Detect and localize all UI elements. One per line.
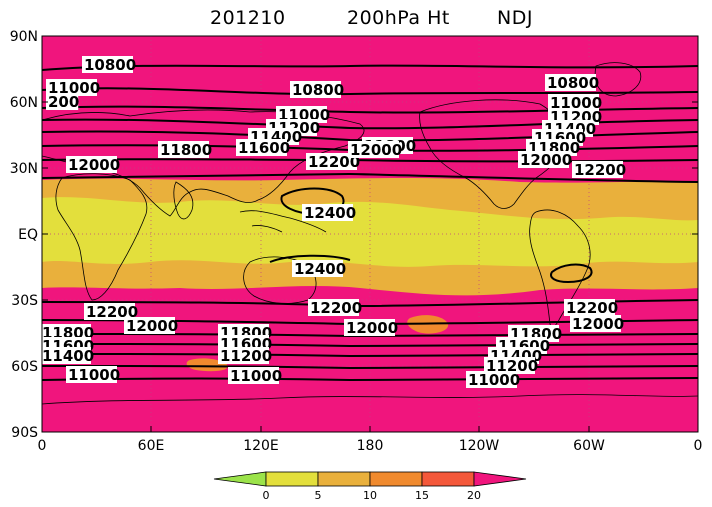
colorbar-segment bbox=[265, 471, 319, 487]
contour-labels: 1080011000200108001100011200114001160012… bbox=[42, 56, 626, 389]
colorbar-tick-label: 10 bbox=[363, 489, 377, 502]
lon-tick-label: 60E bbox=[138, 438, 165, 454]
lat-tick-label: 90N bbox=[10, 29, 38, 45]
contour-label: 12000 bbox=[124, 317, 178, 335]
contour-label: 12000 bbox=[570, 315, 624, 333]
svg-text:200: 200 bbox=[48, 93, 79, 111]
contour-label: 11600 bbox=[236, 139, 290, 157]
svg-text:10800: 10800 bbox=[292, 81, 344, 99]
shaded-blob-10-15 bbox=[186, 358, 228, 372]
title-date: 201210 bbox=[210, 7, 286, 29]
svg-text:11800: 11800 bbox=[160, 141, 212, 159]
colorbar-upper-extend bbox=[473, 471, 527, 487]
svg-text:12000: 12000 bbox=[346, 319, 398, 337]
contour-label: 12000 bbox=[66, 156, 120, 174]
svg-text:11000: 11000 bbox=[550, 94, 602, 112]
contour-label: 12000 bbox=[348, 141, 402, 159]
colorbar-tick-label: 15 bbox=[415, 489, 429, 502]
lon-tick-label: 0 bbox=[694, 438, 703, 454]
title-season: NDJ bbox=[497, 7, 533, 29]
svg-text:12200: 12200 bbox=[86, 303, 138, 321]
lon-tick-label: 60W bbox=[573, 438, 605, 454]
contour-label: 11000 bbox=[228, 367, 282, 385]
svg-text:11000: 11000 bbox=[48, 79, 100, 97]
svg-text:12000: 12000 bbox=[68, 156, 120, 174]
colorbar-segment bbox=[421, 471, 475, 487]
svg-text:11000: 11000 bbox=[68, 366, 120, 384]
lat-tick-label: 60S bbox=[11, 359, 38, 375]
contour-label: 12400 bbox=[302, 204, 356, 222]
svg-text:12400: 12400 bbox=[294, 260, 346, 278]
lat-tick-label: 30S bbox=[11, 293, 38, 309]
svg-text:12000: 12000 bbox=[126, 317, 178, 335]
contour-label: 11400 bbox=[42, 347, 94, 365]
svg-text:12200: 12200 bbox=[308, 153, 360, 171]
lon-tick-label: 120W bbox=[459, 438, 500, 454]
contour-label: 10800 bbox=[82, 56, 136, 74]
contour-label: 12200 bbox=[84, 303, 138, 321]
contour-label: 12000 bbox=[344, 319, 398, 337]
svg-text:11200: 11200 bbox=[220, 347, 272, 365]
contour-label: 11800 bbox=[158, 141, 212, 159]
svg-text:11400: 11400 bbox=[42, 347, 94, 365]
svg-text:10800: 10800 bbox=[84, 56, 136, 74]
svg-text:11000: 11000 bbox=[230, 367, 282, 385]
svg-text:11200: 11200 bbox=[486, 357, 538, 375]
svg-text:12200: 12200 bbox=[310, 299, 362, 317]
contour-label: 200 bbox=[46, 93, 79, 111]
lon-tick-label: 180 bbox=[357, 438, 384, 454]
colorbar-lower-extend bbox=[213, 471, 267, 487]
colorbar-tick-label: 0 bbox=[263, 489, 270, 502]
plot-area: 1080011000200108001100011200114001160012… bbox=[42, 36, 698, 432]
contour-label: 12200 bbox=[306, 153, 360, 171]
svg-text:12200: 12200 bbox=[566, 299, 618, 317]
latitude-axis: 90N 60N 30N EQ 30S 60S 90S bbox=[10, 29, 698, 441]
figure-title: 201210 200hPa Ht NDJ bbox=[210, 7, 533, 29]
svg-text:10800: 10800 bbox=[547, 74, 599, 92]
svg-text:11000: 11000 bbox=[468, 371, 520, 389]
colorbar-segment bbox=[317, 471, 371, 487]
lat-tick-label: 30N bbox=[10, 161, 38, 177]
contour-label: 12000 bbox=[518, 151, 572, 169]
contour-label: 11000 bbox=[46, 79, 100, 97]
colorbar: 0 5 10 15 20 bbox=[213, 471, 527, 502]
contour-label: 11000 bbox=[548, 94, 602, 112]
contour-label: 12200 bbox=[572, 161, 626, 179]
svg-text:12400: 12400 bbox=[304, 204, 356, 222]
contour-label: 12200 bbox=[564, 299, 618, 317]
contour-label: 11000 bbox=[466, 371, 520, 389]
contour-label: 11000 bbox=[276, 106, 330, 124]
contour-label: 11200 bbox=[484, 357, 538, 375]
lat-tick-label: 90S bbox=[11, 425, 38, 441]
graticule bbox=[42, 36, 698, 432]
lat-tick-label: 60N bbox=[10, 95, 38, 111]
contour-label: 11000 bbox=[66, 366, 120, 384]
svg-text:12000: 12000 bbox=[350, 141, 402, 159]
lat-tick-label: EQ bbox=[18, 227, 38, 243]
contour-label: 10800 bbox=[545, 74, 599, 92]
contour-label: 12200 bbox=[308, 299, 362, 317]
contour-label: 12400 bbox=[292, 260, 346, 278]
colorbar-tick-label: 20 bbox=[467, 489, 481, 502]
colorbar-tick-label: 5 bbox=[315, 489, 322, 502]
svg-text:12000: 12000 bbox=[572, 315, 624, 333]
contour-label: 11200 bbox=[218, 347, 272, 365]
longitude-axis: 0 60E 120E 180 120W 60W 0 bbox=[38, 426, 703, 454]
contour-label: 10800 bbox=[290, 81, 344, 99]
lon-tick-label: 120E bbox=[243, 438, 279, 454]
svg-text:11600: 11600 bbox=[238, 139, 290, 157]
lon-tick-label: 0 bbox=[38, 438, 47, 454]
colorbar-segment bbox=[369, 471, 423, 487]
svg-text:12200: 12200 bbox=[574, 161, 626, 179]
title-field: 200hPa Ht bbox=[347, 7, 450, 29]
svg-text:12000: 12000 bbox=[520, 151, 572, 169]
